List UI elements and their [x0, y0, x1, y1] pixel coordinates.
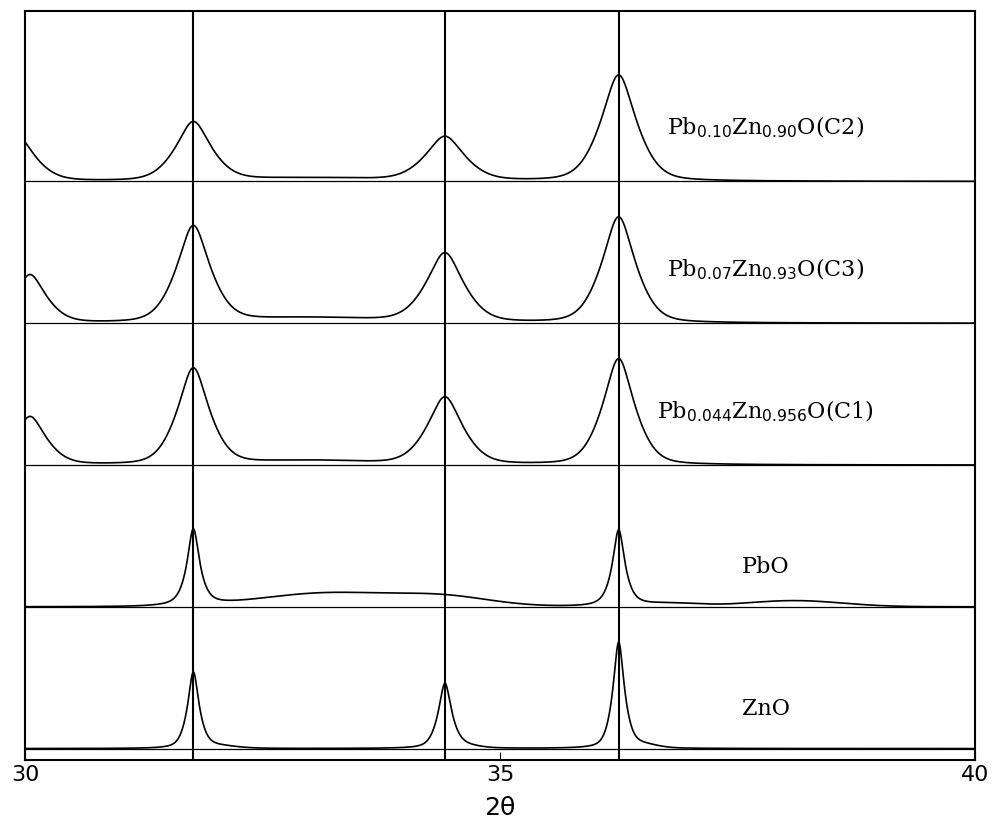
X-axis label: 2θ: 2θ	[484, 796, 516, 820]
Text: Pb$_{0.10}$Zn$_{0.90}$O(C2): Pb$_{0.10}$Zn$_{0.90}$O(C2)	[667, 115, 864, 140]
Text: Pb$_{0.044}$Zn$_{0.956}$O(C1): Pb$_{0.044}$Zn$_{0.956}$O(C1)	[657, 398, 874, 424]
Text: PbO: PbO	[742, 556, 790, 578]
Text: ZnO: ZnO	[742, 698, 790, 720]
Text: Pb$_{0.07}$Zn$_{0.93}$O(C3): Pb$_{0.07}$Zn$_{0.93}$O(C3)	[667, 257, 864, 282]
